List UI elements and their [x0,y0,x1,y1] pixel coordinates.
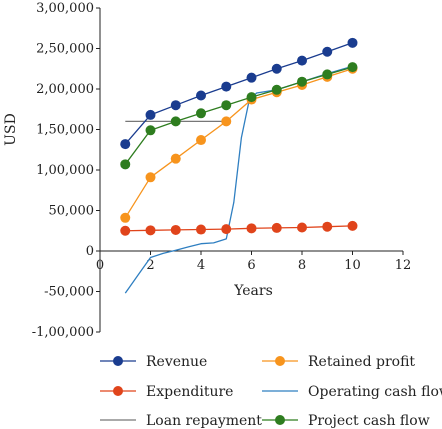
project-cash-flow-point [120,159,131,170]
revenue-point [120,139,131,150]
revenue-point [271,63,282,74]
x-tick-label: 12 [395,258,412,273]
expenditure-point [347,220,358,231]
expenditure-point [221,224,232,235]
expenditure-point [196,224,206,235]
legend-item-operating-cash-flow: Operating cash flow [262,384,442,400]
y-tick-label: 1,00,000 [36,163,94,178]
y-tick-label: 1,50,000 [36,123,94,138]
revenue-point [297,55,307,66]
revenue-point [322,46,333,57]
expenditure-point [120,225,131,236]
legend-label: Retained profit [308,354,415,370]
legend: Revenue Retained profit Expenditure Operati… [100,354,442,429]
revenue-point [196,90,206,101]
retained-profit-point [221,116,232,127]
y-tick-label: 3,00,000 [36,1,94,16]
retained-profit-point [170,153,181,164]
operating-cash-flow-line [124,65,353,294]
revenue-line [124,42,353,145]
series-expenditure [120,220,358,236]
y-axis-title: USD [3,113,19,146]
y-tick-label: -1,00,000 [32,325,94,340]
expenditure-point [297,222,307,233]
legend-label: Loan repayment [146,413,262,429]
x-tick-label: 0 [96,258,104,273]
project-cash-flow-point [196,108,206,119]
expenditure-point [322,221,333,232]
y-tick-label: -50,000 [44,285,94,300]
series-revenue [120,37,358,150]
legend-swatch-marker [275,356,285,366]
y-tick-label: 2,00,000 [36,82,94,97]
project-cash-flow-point [322,69,333,80]
x-tick-label: 2 [146,258,154,273]
legend-label: Revenue [146,354,207,370]
legend-item-retained-profit: Retained profit [262,354,415,370]
revenue-point [347,37,358,48]
project-cash-flow-line [124,66,353,165]
expenditure-line [125,225,353,232]
series-retained-profit [120,63,358,223]
legend-swatch-marker [113,356,123,366]
project-cash-flow-point [347,62,358,73]
legend-item-revenue: Revenue [100,354,207,370]
x-tick-label: 8 [298,258,306,273]
series-layer [120,37,358,294]
legend-label: Operating cash flow [308,384,442,400]
y-tick-label: 50,000 [49,204,95,219]
x-tick-label: 10 [344,258,361,273]
legend-item-expenditure: Expenditure [100,384,233,400]
x-tick-label: 4 [197,258,205,273]
project-cash-flow-point [170,116,181,127]
x-axis-ticks: 0 2 4 6 8 10 12 [96,251,411,273]
legend-item-loan-repayment: Loan repayment [100,413,262,429]
y-tick-label: 0 [86,244,94,259]
series-operating-cash-flow [124,65,353,294]
expenditure-point [145,225,156,236]
x-tick-label: 6 [247,258,255,273]
project-cash-flow-point [271,84,282,95]
revenue-point [221,81,232,92]
legend-label: Project cash flow [308,413,430,429]
y-axis-ticks: 3,00,000 2,50,000 2,00,000 1,50,000 1,00,000… [32,1,100,340]
retained-profit-point [145,172,156,183]
expenditure-point [246,223,257,234]
legend-label: Expenditure [146,384,233,400]
expenditure-point [271,222,282,233]
x-axis-title: Years [233,283,273,299]
retained-profit-point [120,212,131,223]
legend-item-project-cash-flow: Project cash flow [262,413,430,429]
project-cash-flow-point [145,125,156,136]
project-cash-flow-point [221,100,232,111]
revenue-point [145,109,156,120]
revenue-point [246,72,257,83]
legend-swatch-marker [275,415,285,425]
series-project-cash-flow [120,62,358,170]
y-tick-label: 2,50,000 [36,42,94,57]
expenditure-point [170,224,181,235]
project-cash-flow-point [297,76,307,87]
retained-profit-point [196,135,206,146]
retained-profit-line [124,68,353,219]
project-cash-flow-point [246,92,257,103]
legend-swatch-marker [113,386,123,396]
revenue-point [170,100,181,111]
